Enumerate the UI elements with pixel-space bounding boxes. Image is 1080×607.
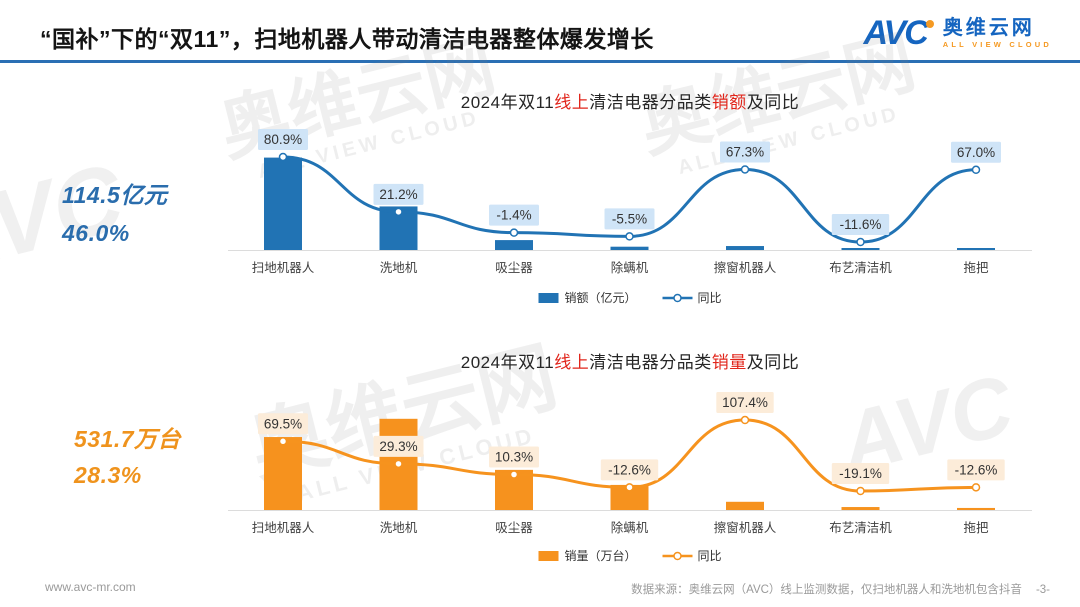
sales-total-highlight: 114.5亿元 <box>62 182 168 208</box>
yoy-marker-吸尘器 <box>509 470 519 479</box>
yoy-marker-吸尘器 <box>509 228 519 237</box>
sales-growth-highlight: 46.0% <box>62 220 130 246</box>
bar-布艺清洁机 <box>841 248 880 250</box>
label: 扫地机器人 <box>252 261 315 275</box>
label: 扫地机器人 <box>252 521 315 535</box>
yoy-label-bg <box>947 459 1005 481</box>
sales-chart-title: 2024年双11线上清洁电器分品类销额及同比 <box>460 93 800 112</box>
label: 除螨机 <box>611 520 649 535</box>
volume-growth-highlight: 28.3% <box>74 462 142 488</box>
label: 同比 <box>698 549 722 563</box>
label: 擦窗机器人 <box>714 521 777 535</box>
label: 布艺清洁机 <box>829 521 892 535</box>
yoy-label-bg <box>489 204 539 226</box>
avc-logo-en: ALL VIEW CLOUD <box>942 40 1052 49</box>
yoy-label-bg <box>373 183 424 205</box>
yoy-label-bg <box>258 128 308 150</box>
yoy-label-bg <box>600 459 659 481</box>
label: 吸尘器 <box>495 521 533 535</box>
label: 擦窗机器人 <box>714 261 777 275</box>
yoy-label-bg <box>258 413 308 435</box>
avc-logo-wordmark: 奥维云网 ALL VIEW CLOUD <box>943 17 1052 49</box>
bar-扫地机器人 <box>264 437 302 510</box>
legend-bar-swatch <box>538 551 559 561</box>
bar-布艺清洁机 <box>841 507 880 510</box>
yoy-label-bg <box>951 141 1001 163</box>
bar-拖把 <box>957 507 995 510</box>
label: 销额（亿元） <box>565 290 637 305</box>
yoy-label-bg <box>831 214 890 235</box>
label: -12.6% <box>608 462 651 477</box>
label: 21.2% <box>379 187 417 202</box>
volume-total-highlight: 531.7万台 <box>74 426 182 452</box>
label: 洗地机 <box>380 261 418 275</box>
yoy-marker-拖把 <box>971 165 981 175</box>
label: 29.3% <box>379 439 417 454</box>
footer-site-url: www.avc-mr.com <box>45 580 136 594</box>
label: -12.6% <box>955 462 998 477</box>
label: 洗地机 <box>380 521 418 535</box>
avc-logo-text: AVC <box>863 14 928 52</box>
yoy-label-bg <box>373 435 424 457</box>
bar-擦窗机器人 <box>726 246 764 250</box>
bar-吸尘器 <box>495 240 533 250</box>
label: 67.0% <box>957 145 995 160</box>
yoy-marker-扫地机器人 <box>278 437 288 446</box>
label: 69.5% <box>264 416 302 431</box>
label: 除螨机 <box>611 260 649 275</box>
label: 销量（万台） <box>565 548 637 563</box>
yoy-marker-洗地机 <box>394 207 403 217</box>
yoy-marker-除螨机 <box>625 232 634 241</box>
label: 同比 <box>698 291 722 305</box>
label: -11.6% <box>840 217 882 232</box>
legend-line-marker <box>673 551 682 561</box>
label: -1.4% <box>496 208 531 223</box>
volume-chart: 69.5% 29.3% 10.3% -12.6% 107.4% -19.1% -12.6% 扫… <box>228 392 1032 563</box>
footer-source-text: 数据来源：奥维云网（AVC）线上监测数据，仅扫地机器人和洗地机包含抖音 <box>631 584 1022 596</box>
label: 67.3% <box>726 144 764 159</box>
avc-logo-cn: 奥维云网 <box>942 17 1035 39</box>
bar-除螨机 <box>610 246 649 250</box>
avc-logo-mark: AVC <box>863 14 934 52</box>
avc-logo: AVC 奥维云网 ALL VIEW CLOUD <box>863 16 1052 50</box>
label: 拖把 <box>963 261 989 275</box>
footer-page-number: -3- <box>1035 584 1050 596</box>
legend-line-marker <box>673 293 682 303</box>
bar-擦窗机器人 <box>726 501 764 510</box>
yoy-marker-擦窗机器人 <box>740 165 750 174</box>
yoy-marker-布艺清洁机 <box>856 237 865 247</box>
legend-bar-swatch <box>538 293 559 303</box>
yoy-marker-洗地机 <box>394 459 403 469</box>
yoy-marker-扫地机器人 <box>278 152 288 162</box>
yoy-marker-布艺清洁机 <box>856 486 865 496</box>
yoy-label-bg <box>489 446 539 468</box>
label: 10.3% <box>495 450 533 465</box>
yoy-label-bg <box>604 208 655 230</box>
volume-chart-title: 2024年双11线上清洁电器分品类销量及同比 <box>460 353 800 372</box>
title-underline <box>0 60 1080 63</box>
label: -5.5% <box>612 211 647 226</box>
bar-扫地机器人 <box>264 157 302 250</box>
yoy-marker-擦窗机器人 <box>740 415 750 425</box>
yoy-label-bg <box>831 463 890 484</box>
label: -19.1% <box>839 466 882 481</box>
page-title: “国补”下的“双11”，扫地机器人带动清洁电器整体爆发增长 <box>40 26 654 52</box>
label: 吸尘器 <box>495 261 533 275</box>
label: 107.4% <box>722 395 768 410</box>
yoy-marker-拖把 <box>971 483 981 492</box>
label: 布艺清洁机 <box>829 261 892 275</box>
sales-chart: 80.9% 21.2% -1.4% -5.5% 67.3% -11.6% 67.0% 扫地机器… <box>228 128 1032 305</box>
avc-logo-dot-icon <box>925 20 934 28</box>
footer-data-source: 数据来源：奥维云网（AVC）线上监测数据，仅扫地机器人和洗地机包含抖音 -3- <box>631 581 1050 597</box>
yoy-label-bg <box>720 141 770 163</box>
label: 拖把 <box>963 521 989 535</box>
yoy-marker-除螨机 <box>625 483 634 492</box>
label: 80.9% <box>264 132 302 147</box>
yoy-label-bg <box>716 392 774 414</box>
bar-拖把 <box>957 248 995 250</box>
